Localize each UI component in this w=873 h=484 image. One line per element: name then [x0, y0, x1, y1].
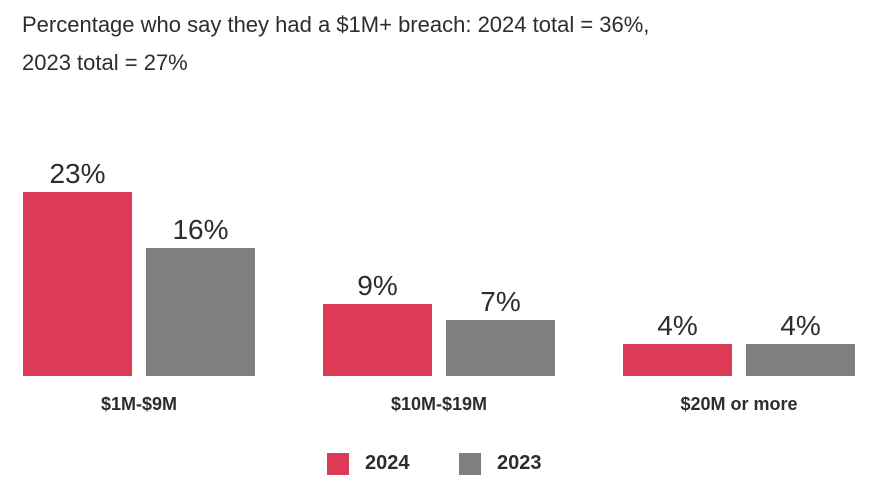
legend-item-2023: 2023 — [459, 452, 542, 475]
category-label-1: $10M-$19M — [391, 394, 487, 414]
bar-chart: 23% 16% $1M-$9M 9% 7% $10M-$19M 4% 4% $20M or mo… — [23, 158, 855, 414]
data-label-2024-0: 23% — [49, 158, 105, 189]
legend-label-2024: 2024 — [365, 452, 410, 474]
legend: 2024 2023 — [0, 452, 873, 484]
legend-swatch-2023 — [459, 452, 481, 475]
chart-title-line-2: 2023 total = 27% — [22, 50, 188, 75]
bar-2023-0 — [146, 248, 255, 376]
bar-2023-1 — [446, 320, 555, 376]
chart-title: Percentage who say they had a $1M+ breac… — [22, 6, 862, 82]
bar-2024-2 — [623, 344, 732, 376]
bar-2024-1 — [323, 304, 432, 376]
data-label-2023-0: 16% — [172, 214, 228, 245]
data-label-2024-2: 4% — [657, 310, 697, 341]
data-label-2023-2: 4% — [780, 310, 820, 341]
chart-title-line-1: Percentage who say they had a $1M+ breac… — [22, 12, 650, 37]
legend-label-2023: 2023 — [497, 452, 542, 474]
category-label-0: $1M-$9M — [101, 394, 177, 414]
legend-item-2024: 2024 — [327, 452, 410, 475]
legend-swatch-2024 — [327, 452, 349, 475]
category-label-2: $20M or more — [680, 394, 797, 414]
data-label-2024-1: 9% — [357, 270, 397, 301]
bar-2023-2 — [746, 344, 855, 376]
data-label-2023-1: 7% — [480, 286, 520, 317]
bar-2024-0 — [23, 192, 132, 376]
